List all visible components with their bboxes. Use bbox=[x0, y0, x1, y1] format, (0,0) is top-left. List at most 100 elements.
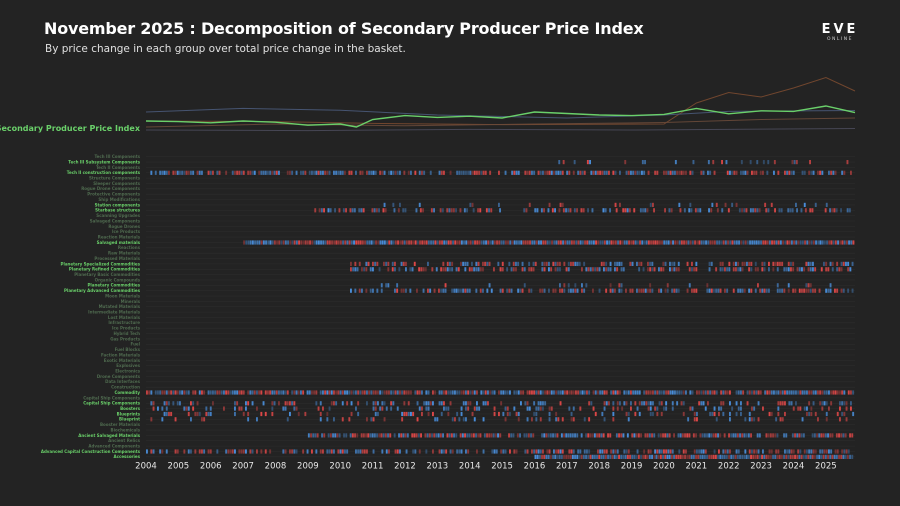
heatmap-cell bbox=[763, 261, 766, 266]
heatmap-cell bbox=[792, 449, 795, 454]
heatmap-cell bbox=[523, 267, 526, 272]
heatmap-cell bbox=[828, 240, 831, 245]
heatmap-cell bbox=[377, 390, 379, 395]
heatmap-cell bbox=[355, 390, 357, 395]
heatmap-cell bbox=[612, 411, 615, 417]
heatmap-cell bbox=[638, 401, 641, 406]
heatmap-cell bbox=[421, 390, 423, 395]
heatmap-cell bbox=[548, 406, 551, 411]
heatmap-cell bbox=[656, 411, 659, 417]
heatmap-cell bbox=[471, 202, 474, 207]
heatmap-cell bbox=[438, 401, 441, 406]
heatmap-cell bbox=[352, 267, 355, 272]
heatmap-cell bbox=[403, 240, 406, 245]
heatmap-cell bbox=[834, 449, 837, 454]
heatmap-cell bbox=[619, 202, 621, 207]
heatmap-cell bbox=[667, 170, 670, 175]
heatmap-cell bbox=[644, 288, 647, 293]
heatmap-cell bbox=[803, 449, 806, 454]
heatmap-cell bbox=[150, 401, 153, 406]
heatmap-cell bbox=[479, 208, 482, 213]
heatmap-cell bbox=[732, 267, 735, 272]
heatmap-cell bbox=[152, 401, 155, 406]
heatmap-cell bbox=[754, 454, 757, 459]
heatmap-cell bbox=[459, 433, 462, 438]
heatmap-cell bbox=[460, 406, 463, 411]
heatmap-cell bbox=[562, 240, 564, 245]
heatmap-cell bbox=[165, 411, 168, 417]
heatmap-cell bbox=[604, 454, 607, 459]
heatmap-cell bbox=[660, 411, 663, 417]
heatmap-cell bbox=[402, 208, 405, 213]
heatmap-cell bbox=[677, 267, 680, 272]
heatmap-cell bbox=[517, 170, 520, 175]
heatmap-cell bbox=[794, 454, 796, 459]
heatmap-cell bbox=[613, 454, 616, 459]
heatmap-cell bbox=[530, 267, 533, 272]
heatmap-cell bbox=[349, 433, 352, 438]
heatmap-cell bbox=[583, 170, 586, 175]
heatmap-cell bbox=[387, 283, 390, 288]
heatmap-cell bbox=[414, 240, 417, 245]
heatmap-cell bbox=[387, 433, 389, 438]
heatmap-cell bbox=[823, 401, 826, 406]
heatmap-cell bbox=[726, 390, 729, 395]
heatmap-cell bbox=[427, 401, 430, 406]
heatmap-cell bbox=[749, 160, 752, 165]
heatmap-cell bbox=[819, 449, 822, 454]
heatmap-cell bbox=[800, 454, 803, 459]
heatmap-cell bbox=[251, 240, 254, 245]
heatmap-cell bbox=[455, 267, 458, 272]
heatmap-cell bbox=[569, 454, 572, 459]
heatmap-cell bbox=[179, 170, 181, 175]
heatmap-cell bbox=[748, 267, 751, 272]
heatmap-cell bbox=[746, 261, 748, 266]
heatmap-cell bbox=[671, 406, 674, 411]
heatmap-cell bbox=[851, 454, 854, 459]
heatmap-cell bbox=[614, 390, 617, 395]
heatmap-cell bbox=[461, 433, 464, 438]
heatmap-cell bbox=[467, 401, 470, 406]
heatmap-cell bbox=[654, 170, 657, 175]
x-tick-label: 2011 bbox=[362, 462, 384, 472]
heatmap-cell bbox=[850, 170, 852, 175]
heatmap-cell bbox=[368, 170, 371, 175]
heatmap-cell bbox=[459, 208, 462, 213]
heatmap-cell bbox=[671, 401, 674, 406]
heatmap-cell bbox=[851, 433, 854, 438]
heatmap-cell bbox=[517, 261, 520, 266]
heatmap-cell bbox=[460, 411, 463, 417]
heatmap-cell bbox=[564, 390, 566, 395]
heatmap-cell bbox=[298, 240, 300, 245]
heatmap-cell bbox=[699, 454, 702, 459]
heatmap-cell bbox=[596, 267, 599, 272]
heatmap-cell bbox=[218, 170, 221, 175]
heatmap-cell bbox=[532, 261, 535, 266]
heatmap-cell bbox=[764, 240, 767, 245]
heatmap-cell bbox=[842, 261, 845, 266]
heatmap-cell bbox=[513, 240, 516, 245]
heatmap-cell bbox=[685, 170, 687, 175]
heatmap-cell bbox=[795, 390, 797, 395]
heatmap-cell bbox=[247, 240, 250, 245]
heatmap-cell bbox=[570, 411, 573, 417]
heatmap-cell bbox=[486, 288, 489, 293]
x-tick-label: 2023 bbox=[750, 462, 772, 472]
heatmap-cell bbox=[209, 411, 212, 417]
heatmap-cell bbox=[676, 401, 679, 406]
heatmap-cell bbox=[163, 401, 166, 406]
heatmap-cell bbox=[621, 240, 624, 245]
heatmap-cell bbox=[449, 240, 452, 245]
heatmap-cell bbox=[761, 454, 763, 459]
heatmap-cell bbox=[793, 160, 796, 165]
row-label: Ice Products bbox=[112, 229, 141, 234]
heatmap-cell bbox=[264, 449, 267, 454]
heatmap-cell bbox=[205, 411, 208, 417]
heatmap-cell bbox=[638, 267, 641, 272]
heatmap-cell bbox=[473, 267, 476, 272]
heatmap-cell bbox=[631, 261, 634, 266]
heatmap-cell bbox=[466, 288, 469, 293]
heatmap-cell bbox=[835, 433, 838, 438]
heatmap-cell bbox=[326, 449, 329, 454]
heatmap-cell bbox=[757, 267, 759, 272]
